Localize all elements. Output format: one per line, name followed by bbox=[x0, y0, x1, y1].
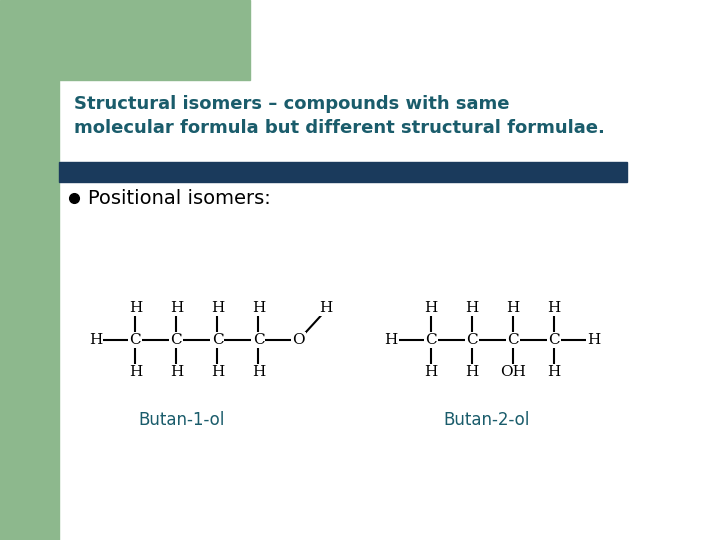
Bar bbox=[0, 0, 59, 540]
Bar bbox=[59, 162, 626, 182]
Text: Positional isomers:: Positional isomers: bbox=[88, 188, 271, 207]
Text: C: C bbox=[253, 333, 264, 347]
Text: C: C bbox=[426, 333, 437, 347]
Text: H: H bbox=[465, 365, 479, 379]
Text: H: H bbox=[384, 333, 397, 347]
Text: Butan-1-ol: Butan-1-ol bbox=[138, 411, 225, 429]
Text: C: C bbox=[171, 333, 182, 347]
Text: H: H bbox=[588, 333, 600, 347]
Text: H: H bbox=[211, 301, 224, 315]
Text: H: H bbox=[320, 301, 333, 315]
Text: H: H bbox=[170, 301, 183, 315]
Text: C: C bbox=[549, 333, 560, 347]
Text: Butan-2-ol: Butan-2-ol bbox=[444, 411, 530, 429]
Text: H: H bbox=[129, 365, 142, 379]
Text: H: H bbox=[211, 365, 224, 379]
Text: H: H bbox=[170, 365, 183, 379]
Text: H: H bbox=[506, 301, 520, 315]
Bar bbox=[59, 0, 250, 80]
Text: H: H bbox=[252, 301, 265, 315]
Text: H: H bbox=[547, 301, 561, 315]
Text: OH: OH bbox=[500, 365, 526, 379]
Text: C: C bbox=[130, 333, 141, 347]
Text: H: H bbox=[425, 365, 438, 379]
Text: H: H bbox=[547, 365, 561, 379]
Text: H: H bbox=[129, 301, 142, 315]
Text: O: O bbox=[292, 333, 305, 347]
Text: C: C bbox=[467, 333, 478, 347]
Text: H: H bbox=[252, 365, 265, 379]
Text: H: H bbox=[425, 301, 438, 315]
Text: C: C bbox=[508, 333, 519, 347]
Text: C: C bbox=[212, 333, 223, 347]
Text: H: H bbox=[465, 301, 479, 315]
Text: H: H bbox=[89, 333, 102, 347]
Text: Structural isomers – compounds with same
molecular formula but different structu: Structural isomers – compounds with same… bbox=[74, 95, 606, 137]
